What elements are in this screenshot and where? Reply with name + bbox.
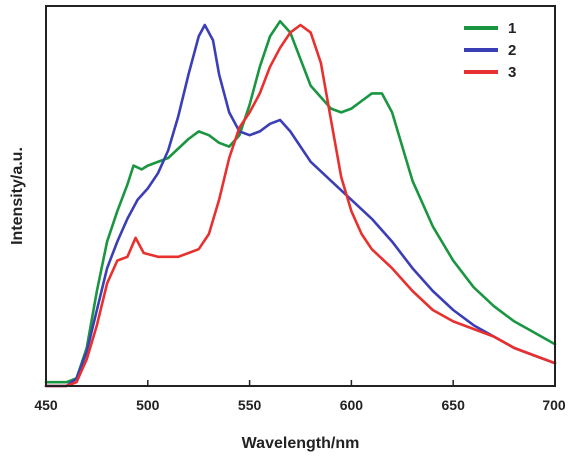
x-tick-label: 600 bbox=[340, 397, 364, 413]
y-axis-title: Intensity/a.u. bbox=[9, 147, 26, 245]
x-axis-title: Wavelength/nm bbox=[242, 435, 360, 452]
x-tick-label: 500 bbox=[136, 397, 160, 413]
x-tick-label: 550 bbox=[238, 397, 262, 413]
legend: 1 2 3 bbox=[464, 20, 516, 81]
series-line-3 bbox=[44, 23, 557, 388]
legend-label-3: 3 bbox=[508, 64, 516, 81]
legend-label-1: 1 bbox=[508, 20, 516, 37]
plot-frame bbox=[45, 5, 556, 387]
legend-label-2: 2 bbox=[508, 42, 516, 59]
x-axis-ticks: 450 500 550 600 650 700 bbox=[34, 380, 566, 413]
x-tick-label: 450 bbox=[34, 397, 58, 413]
series-layer bbox=[44, 19, 557, 388]
series-line-1 bbox=[44, 19, 557, 384]
x-tick-label: 650 bbox=[442, 397, 466, 413]
x-tick-label: 700 bbox=[542, 397, 566, 413]
